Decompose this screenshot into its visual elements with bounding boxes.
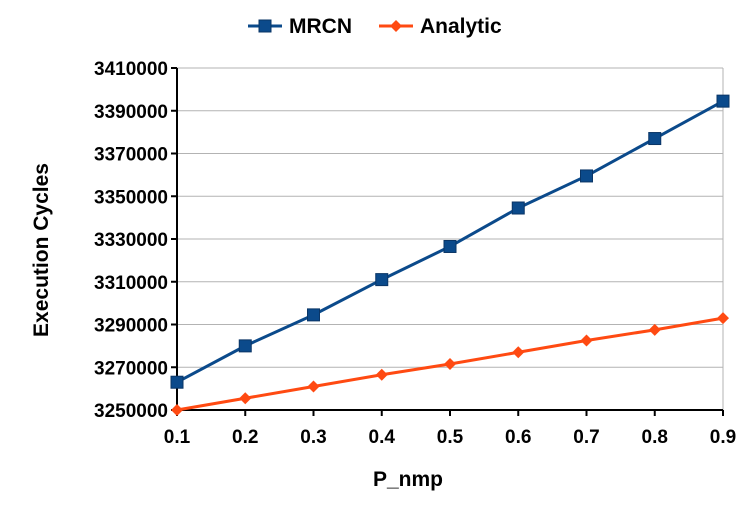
analytic-point bbox=[239, 392, 252, 405]
y-tick-label: 3330000 bbox=[94, 230, 168, 251]
legend-swatch-marker bbox=[390, 20, 402, 32]
analytic-point bbox=[307, 380, 320, 393]
analytic-point bbox=[375, 368, 388, 381]
x-tick-label: 0.5 bbox=[437, 427, 464, 448]
x-tick-label: 0.3 bbox=[300, 427, 326, 448]
series-mrcn bbox=[170, 94, 730, 389]
analytic-point bbox=[512, 346, 525, 359]
legend-swatch-marker bbox=[258, 19, 272, 33]
mrcn-point bbox=[716, 94, 730, 108]
x-tick-label: 0.8 bbox=[642, 427, 668, 448]
analytic-point bbox=[171, 404, 183, 416]
legend-label: MRCN bbox=[289, 15, 352, 38]
mrcn-point bbox=[170, 375, 184, 389]
y-tick-label: 3370000 bbox=[94, 145, 168, 166]
mrcn-point bbox=[443, 239, 457, 253]
analytic-point bbox=[648, 323, 661, 336]
analytic-point bbox=[444, 358, 456, 371]
legend-item-mrcn: MRCN bbox=[248, 15, 352, 38]
y-tick-label: 3290000 bbox=[94, 316, 168, 337]
x-tick-label: 0.2 bbox=[232, 427, 258, 448]
mrcn-point bbox=[238, 339, 252, 353]
gridlines bbox=[177, 67, 723, 368]
legend-item-analytic: Analytic bbox=[379, 15, 502, 38]
series-layer bbox=[170, 94, 730, 416]
x-tick-label: 0.6 bbox=[505, 427, 531, 448]
analytic-point bbox=[717, 312, 729, 325]
x-tick-label: 0.1 bbox=[164, 427, 191, 448]
x-axis: 0.1 0.2 0.3 0.4 0.5 0.6 0.7 0.8 0.9 bbox=[164, 410, 736, 448]
x-axis-title: P_nmp bbox=[373, 468, 443, 491]
x-tick-label: 0.7 bbox=[573, 427, 599, 448]
y-axis-title: Execution Cycles bbox=[30, 163, 53, 337]
legend-label: Analytic bbox=[420, 15, 502, 38]
x-tick-label: 0.9 bbox=[710, 427, 736, 448]
y-tick-label: 3250000 bbox=[94, 401, 168, 422]
series-analytic bbox=[171, 312, 729, 416]
y-tick-label: 3410000 bbox=[94, 59, 168, 80]
analytic-point bbox=[580, 334, 593, 347]
y-tick-label: 3310000 bbox=[94, 273, 168, 294]
mrcn-point bbox=[375, 273, 389, 287]
y-tick-label: 3390000 bbox=[94, 102, 168, 123]
y-tick-label: 3350000 bbox=[94, 187, 168, 208]
y-tick-label: 3270000 bbox=[94, 358, 168, 379]
mrcn-point bbox=[511, 201, 525, 215]
x-tick-label: 0.4 bbox=[369, 427, 396, 448]
legend: MRCN Analytic bbox=[248, 15, 502, 38]
mrcn-point bbox=[648, 132, 662, 146]
y-axis: 3250000 3270000 3290000 3310000 3330000 33500… bbox=[94, 59, 177, 422]
mrcn-point bbox=[580, 169, 593, 183]
mrcn-point bbox=[307, 308, 320, 322]
